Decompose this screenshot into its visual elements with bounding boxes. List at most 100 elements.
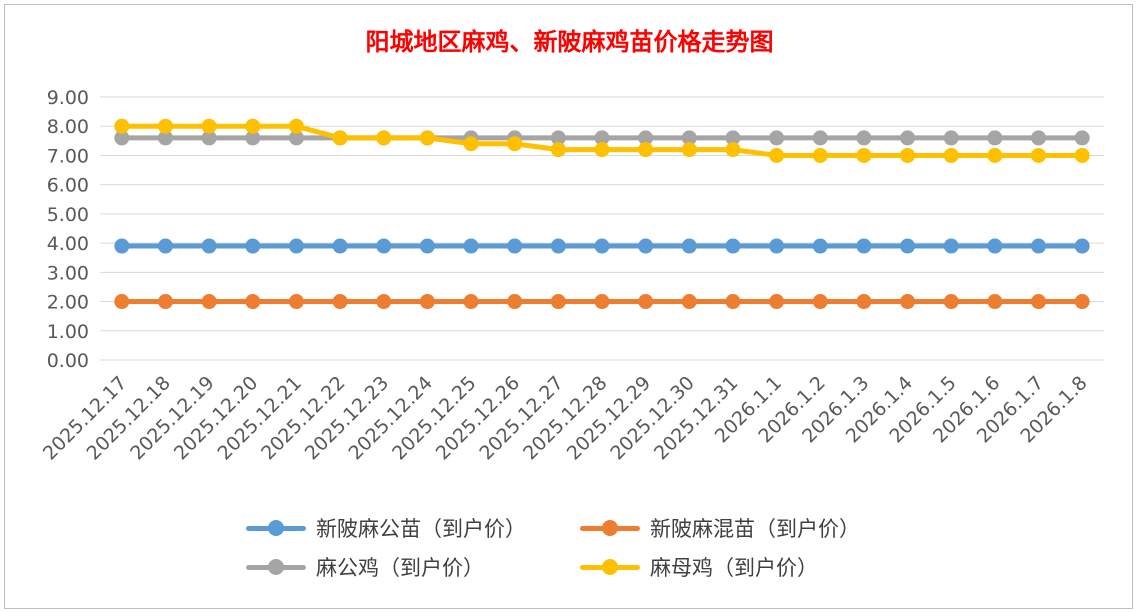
data-point — [1031, 147, 1047, 163]
data-point — [332, 130, 348, 146]
y-tick-label: 4.00 — [47, 233, 89, 255]
data-point — [681, 130, 697, 146]
data-point — [288, 130, 304, 146]
data-point — [725, 130, 741, 146]
data-point — [725, 238, 741, 254]
data-point — [332, 294, 348, 310]
data-point — [376, 130, 392, 146]
data-point — [856, 238, 872, 254]
series-3 — [114, 118, 1090, 163]
y-tick-label: 5.00 — [47, 204, 89, 226]
data-point — [594, 130, 610, 146]
y-tick-label: 1.00 — [47, 321, 89, 343]
data-point — [638, 294, 654, 310]
data-point — [114, 294, 130, 310]
data-point — [376, 294, 392, 310]
data-point — [114, 118, 130, 134]
data-point — [157, 238, 173, 254]
data-point — [725, 294, 741, 310]
data-point — [419, 130, 435, 146]
data-point — [812, 238, 828, 254]
data-point — [987, 294, 1003, 310]
data-point — [681, 294, 697, 310]
legend-swatch — [578, 513, 642, 543]
data-point — [681, 238, 697, 254]
data-point — [1031, 130, 1047, 146]
legend-item-hen[interactable]: 麻母鸡（到户价） — [578, 552, 818, 582]
data-point — [201, 130, 217, 146]
data-point — [245, 294, 261, 310]
data-point — [201, 238, 217, 254]
legend-marker — [268, 559, 284, 575]
data-point — [419, 238, 435, 254]
data-point — [157, 130, 173, 146]
data-point — [245, 130, 261, 146]
data-point — [856, 294, 872, 310]
data-point — [769, 147, 785, 163]
data-point — [681, 142, 697, 158]
legend-swatch — [578, 552, 642, 582]
data-point — [288, 294, 304, 310]
data-point — [507, 136, 523, 152]
data-point — [812, 130, 828, 146]
data-point — [1074, 238, 1090, 254]
data-point — [245, 118, 261, 134]
data-point — [550, 294, 566, 310]
data-point — [201, 294, 217, 310]
data-point — [638, 238, 654, 254]
data-point — [900, 130, 916, 146]
data-point — [1074, 147, 1090, 163]
data-point — [1031, 238, 1047, 254]
data-point — [507, 238, 523, 254]
x-axis-ticks: 2025.12.172025.12.182025.12.192025.12.20… — [39, 372, 1092, 464]
data-point — [1074, 130, 1090, 146]
data-point — [638, 130, 654, 146]
legend-swatch — [244, 513, 308, 543]
data-point — [900, 238, 916, 254]
y-tick-label: 3.00 — [47, 262, 89, 284]
data-point — [943, 147, 959, 163]
legend-marker — [602, 520, 618, 536]
y-tick-label: 6.00 — [47, 175, 89, 197]
data-point — [856, 147, 872, 163]
data-point — [1031, 294, 1047, 310]
data-point — [376, 238, 392, 254]
data-point — [900, 294, 916, 310]
legend-label: 麻母鸡（到户价） — [650, 556, 818, 580]
data-point — [987, 130, 1003, 146]
y-tick-label: 0.00 — [47, 350, 89, 372]
data-point — [943, 294, 959, 310]
legend-marker — [602, 559, 618, 575]
data-point — [987, 147, 1003, 163]
data-point — [550, 238, 566, 254]
data-point — [201, 118, 217, 134]
legend-item-rooster[interactable]: 麻公鸡（到户价） — [244, 552, 484, 582]
data-point — [114, 238, 130, 254]
legend-item-mixed-chick[interactable]: 新陂麻混苗（到户价） — [578, 513, 860, 543]
series-1 — [114, 294, 1090, 310]
data-point — [157, 294, 173, 310]
data-point — [594, 142, 610, 158]
data-point — [856, 130, 872, 146]
data-point — [638, 142, 654, 158]
data-point — [507, 294, 523, 310]
data-point — [157, 118, 173, 134]
data-point — [288, 238, 304, 254]
legend-label: 麻公鸡（到户价） — [316, 556, 484, 580]
data-point — [987, 238, 1003, 254]
data-point — [769, 130, 785, 146]
data-point — [463, 238, 479, 254]
data-point — [463, 294, 479, 310]
data-point — [550, 130, 566, 146]
data-point — [900, 147, 916, 163]
data-point — [332, 238, 348, 254]
legend-item-mating-chick[interactable]: 新陂麻公苗（到户价） — [244, 513, 526, 543]
legend-label: 新陂麻混苗（到户价） — [650, 517, 860, 541]
legend-swatch — [244, 552, 308, 582]
y-axis-ticks: 0.00 1.00 2.00 3.00 4.00 5.00 6.00 7.00 8.00 9.00 — [47, 87, 89, 372]
legend-marker — [268, 520, 284, 536]
data-point — [419, 294, 435, 310]
y-tick-label: 2.00 — [47, 292, 89, 314]
